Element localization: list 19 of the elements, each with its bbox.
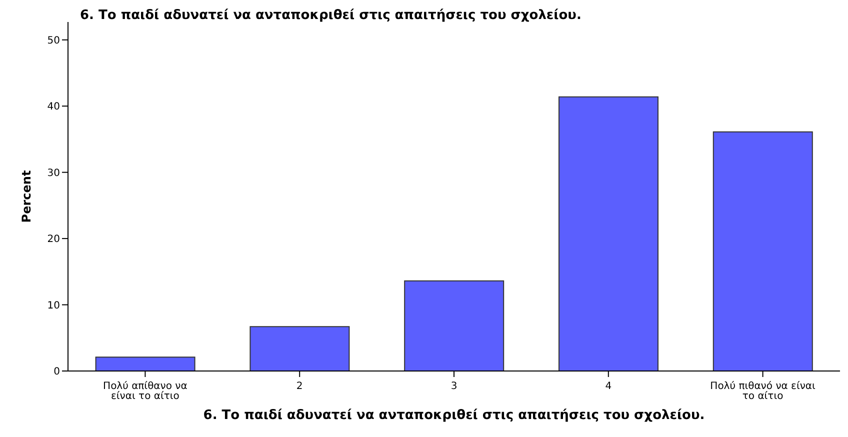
x-tick-label: 4 xyxy=(605,381,612,392)
x-tick-label: 3 xyxy=(450,381,458,392)
y-tick-label: 20 xyxy=(47,234,60,246)
bar xyxy=(95,356,196,371)
y-axis-title: Percent xyxy=(19,170,34,223)
x-axis-title: 6. Το παιδί αδυνατεί να ανταποκριθεί στις απαιτήσεις του σχολείου. xyxy=(203,408,705,423)
chart-title: 6. Το παιδί αδυνατεί να ανταποκριθεί στις απαιτήσεις του σχολείου. xyxy=(80,8,582,23)
y-tick-label: 50 xyxy=(47,35,60,46)
x-tick-label: 2 xyxy=(296,381,303,392)
x-tick-label: Πολύ πιθανό να είναι το αίτιο xyxy=(710,381,816,402)
y-tick-label: 0 xyxy=(54,366,60,378)
y-tick-label: 40 xyxy=(47,102,60,113)
bar xyxy=(558,96,658,371)
bar xyxy=(404,280,504,371)
bar xyxy=(712,131,813,371)
bar xyxy=(250,326,350,371)
y-tick-label: 10 xyxy=(47,300,60,312)
x-tick-label: Πολύ απίθανο να είναι το αίτιο xyxy=(103,381,188,402)
y-tick-label: 30 xyxy=(47,168,60,179)
